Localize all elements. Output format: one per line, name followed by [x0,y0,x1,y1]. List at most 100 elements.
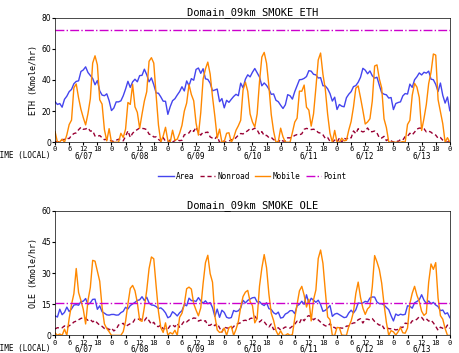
Mobile [160,330,166,335]
Line: Nonroad: Nonroad [55,316,450,332]
Area [372,76,377,80]
Text: 6/10: 6/10 [243,344,262,353]
Area [158,306,163,310]
Text: 6/11: 6/11 [300,151,318,160]
Mobile [447,140,453,144]
Mobile [393,140,398,144]
Area [419,293,425,297]
Point [388,28,394,32]
Nonroad [52,327,58,331]
Nonroad [393,138,398,143]
Legend: Area, Nonroad, Mobile, Point: Area, Nonroad, Mobile, Point [155,168,350,184]
Nonroad [306,313,312,318]
Mobile [210,280,215,284]
Nonroad [433,324,438,329]
Point [388,301,394,305]
Line: Mobile: Mobile [55,250,450,335]
Mobile [55,333,60,337]
Text: TIME (LOCAL): TIME (LOCAL) [0,151,50,160]
Text: 6/10: 6/10 [243,151,262,160]
Nonroad [160,136,166,140]
Area [160,99,166,103]
Text: 6/07: 6/07 [74,344,93,353]
Area [83,65,89,69]
Title: Domain_09km SMOKE OLE: Domain_09km SMOKE OLE [187,200,318,211]
Mobile [372,64,377,68]
Nonroad [207,323,213,327]
Text: 6/07: 6/07 [74,151,93,160]
Point [207,28,213,32]
Point [428,301,434,305]
Nonroad [219,330,224,334]
Text: 6/13: 6/13 [412,151,431,160]
Area [52,314,58,318]
Nonroad [57,140,62,144]
Nonroad [447,326,453,330]
Area [433,82,438,86]
Point [428,28,434,32]
Text: 6/08: 6/08 [130,151,149,160]
Point [447,301,453,305]
Text: 6/13: 6/13 [412,344,431,353]
Nonroad [365,317,370,321]
Text: 6/12: 6/12 [356,344,375,353]
Nonroad [158,323,163,327]
Line: Area: Area [55,67,450,114]
Y-axis label: ETH (Kmole/hr): ETH (Kmole/hr) [29,45,39,115]
Area [433,303,438,307]
Area [367,296,373,300]
Point [367,301,373,305]
Nonroad [365,126,370,130]
Area [360,301,366,305]
Nonroad [212,137,218,141]
Area [391,319,396,323]
Nonroad [372,319,377,324]
Mobile [365,120,370,124]
Point [207,301,213,305]
Mobile [52,331,58,335]
Area [365,72,370,76]
Mobile [433,53,438,57]
Point [52,28,58,32]
Point [447,28,453,32]
Nonroad [393,328,398,332]
Point [367,28,373,32]
Point [360,28,366,32]
Text: 6/09: 6/09 [187,151,205,160]
Mobile [365,307,370,311]
Nonroad [372,129,377,133]
Mobile [318,248,323,252]
Mobile [55,140,60,144]
Nonroad [433,133,438,137]
Area [393,101,398,106]
Mobile [262,50,267,54]
Y-axis label: OLE (Kmole/hr): OLE (Kmole/hr) [29,238,39,308]
Text: 6/09: 6/09 [187,344,205,353]
Point [360,301,366,305]
Text: 6/08: 6/08 [130,344,149,353]
Line: Mobile: Mobile [55,52,450,142]
Area [388,313,394,318]
Point [52,301,58,305]
Point [158,301,163,305]
Title: Domain_09km SMOKE ETH: Domain_09km SMOKE ETH [187,7,318,18]
Mobile [433,261,438,265]
Line: Area: Area [55,295,450,321]
Area [165,112,171,116]
Mobile [372,253,377,258]
Area [207,300,213,305]
Line: Nonroad: Nonroad [55,127,450,142]
Nonroad [193,125,199,129]
Text: 6/11: 6/11 [300,344,318,353]
Area [212,88,218,92]
Point [158,28,163,32]
Nonroad [52,139,58,144]
Text: TIME (LOCAL): TIME (LOCAL) [0,344,50,353]
Area [447,109,453,113]
Text: 6/12: 6/12 [356,151,375,160]
Mobile [393,333,398,337]
Area [52,100,58,104]
Mobile [52,130,58,134]
Mobile [447,333,453,337]
Mobile [210,95,215,99]
